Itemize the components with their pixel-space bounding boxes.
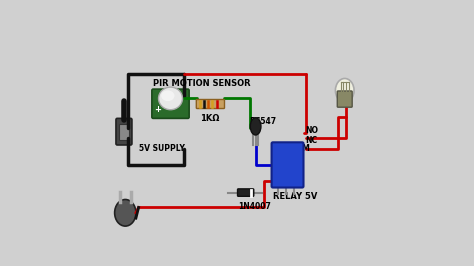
FancyBboxPatch shape [118, 124, 129, 140]
Text: 1N4007: 1N4007 [238, 202, 271, 211]
Text: NO: NO [305, 126, 318, 135]
Text: 5V: 5V [274, 166, 285, 175]
Text: 1KΩ: 1KΩ [200, 114, 219, 123]
Text: RELAY 5V: RELAY 5V [273, 192, 317, 201]
FancyBboxPatch shape [337, 91, 352, 107]
FancyBboxPatch shape [196, 99, 225, 109]
Text: NC: NC [305, 136, 317, 145]
Ellipse shape [336, 78, 354, 102]
Text: RELAY: RELAY [274, 160, 301, 169]
Text: COM: COM [290, 144, 310, 153]
FancyBboxPatch shape [116, 118, 132, 145]
FancyBboxPatch shape [237, 189, 254, 196]
Ellipse shape [161, 90, 174, 101]
Text: 5V SUPPLY: 5V SUPPLY [138, 144, 184, 153]
FancyBboxPatch shape [152, 89, 189, 118]
Text: BC547: BC547 [249, 117, 276, 126]
FancyBboxPatch shape [272, 142, 303, 188]
Text: PIR MOTION SENSOR: PIR MOTION SENSOR [153, 79, 251, 88]
Ellipse shape [158, 87, 182, 110]
Text: +: + [154, 105, 161, 114]
Ellipse shape [250, 118, 261, 135]
Ellipse shape [115, 200, 136, 226]
